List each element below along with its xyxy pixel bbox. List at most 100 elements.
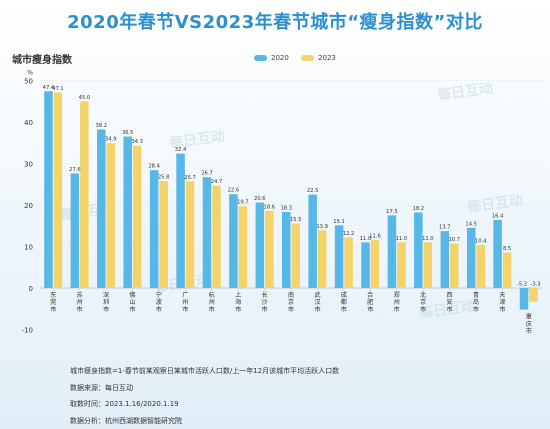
legend: 2020 2023 — [254, 54, 346, 63]
footnote-date: 取数时间：2023.1.16/2020.1.19 — [70, 400, 179, 408]
data-label: 11.0 — [360, 236, 372, 242]
y-unit-label: % — [27, 70, 33, 77]
data-label: 27.6 — [69, 167, 81, 173]
x-label-西安市: 西安市 — [446, 292, 452, 313]
bar-2020-天津市 — [493, 219, 502, 288]
bar-2020-西安市 — [440, 231, 450, 288]
bar-2023-杭州市 — [212, 185, 221, 288]
bar-2020-深圳市 — [97, 129, 106, 288]
data-label: 18.6 — [264, 204, 276, 210]
bar-2020-苏州市 — [70, 173, 80, 288]
x-label-成都市: 成都市 — [341, 291, 347, 313]
data-label: 22.5 — [307, 188, 319, 194]
x-label-北京市: 北京市 — [420, 291, 427, 313]
legend-item-2023: 2023 — [301, 54, 336, 62]
x-label-天津市: 天津市 — [499, 292, 505, 313]
bar-2020-重庆市 — [519, 288, 529, 310]
data-label: 19.7 — [237, 200, 249, 206]
bar-2023-重庆市 — [529, 288, 538, 302]
bar-2023-西安市 — [450, 243, 459, 288]
x-label-合肥市: 合肥市 — [367, 291, 373, 313]
data-label: 11.6 — [369, 233, 381, 239]
legend-item-2020: 2020 — [254, 54, 289, 62]
y-tick-label: 10 — [24, 244, 33, 252]
bar-2023-广州市 — [185, 181, 195, 288]
data-label: 22.6 — [228, 188, 240, 194]
bar-2020-上海市 — [229, 194, 238, 288]
y-tick-label: 50 — [24, 78, 33, 86]
bar-2023-深圳市 — [106, 143, 116, 288]
bar-2023-东莞市 — [53, 92, 63, 288]
legend-label-2023: 2023 — [318, 54, 336, 62]
data-label: 11.0 — [396, 236, 408, 242]
data-label: 25.8 — [158, 174, 170, 180]
data-label: -5.2 — [517, 282, 527, 288]
bar-2020-北京市 — [414, 212, 423, 288]
bar-2023-上海市 — [238, 206, 248, 288]
data-label: 34.3 — [131, 139, 143, 145]
bar-2020-武汉市 — [308, 194, 317, 288]
x-label-佛山市: 佛山市 — [129, 291, 135, 313]
data-label: 15.1 — [333, 219, 345, 225]
bar-2023-佛山市 — [132, 145, 142, 288]
x-label-广州市: 广州市 — [182, 291, 188, 313]
bar-2023-长沙市 — [265, 210, 274, 288]
data-label: 32.4 — [175, 147, 187, 153]
x-label-南京市: 南京市 — [288, 291, 294, 313]
data-label: 10.4 — [475, 238, 487, 244]
legend-swatch-2020 — [254, 55, 267, 61]
bar-2020-东莞市 — [44, 91, 53, 288]
footnotes: 城市瘦身指数=1-春节前某观察日某城市活跃人口数/上一年12月该城市平均活跃人口… — [70, 363, 339, 429]
data-label: 13.7 — [439, 225, 451, 231]
data-label: 20.6 — [254, 196, 266, 202]
legend-label-2020: 2020 — [271, 54, 289, 62]
bar-2020-郑州市 — [387, 215, 397, 288]
x-label-东莞市: 东莞市 — [50, 291, 56, 313]
data-label: 24.7 — [211, 179, 223, 185]
watermark: 每日互动 — [436, 79, 494, 104]
bar-2023-南京市 — [291, 223, 300, 288]
chart-title: 2020年春节VS2023年春节城市“瘦身指数”对比 — [67, 12, 483, 33]
data-label: 16.4 — [492, 213, 504, 219]
bar-2020-青岛市 — [466, 227, 476, 288]
bar-2023-合肥市 — [370, 239, 380, 288]
y-axis-title: 城市瘦身指数 — [12, 55, 72, 66]
y-tick-label: -10 — [22, 327, 33, 335]
data-label: 11.0 — [422, 236, 434, 242]
bar-2023-武汉市 — [317, 230, 327, 288]
data-label: 28.4 — [148, 164, 160, 170]
data-label: 26.7 — [201, 171, 213, 177]
bar-2023-成都市 — [344, 237, 353, 288]
y-tick-label: 30 — [24, 161, 33, 169]
data-label: 38.2 — [96, 123, 108, 129]
x-label-郑州市: 郑州市 — [394, 291, 400, 313]
data-label: 36.5 — [122, 130, 134, 136]
x-label-苏州市: 苏州市 — [77, 291, 83, 313]
x-label-青岛市: 青岛市 — [473, 291, 479, 313]
x-label-重庆市: 重庆市 — [526, 313, 532, 335]
bar-2020-成都市 — [334, 225, 344, 288]
bar-2020-南京市 — [282, 212, 291, 288]
data-label: 18.2 — [413, 206, 425, 212]
bar-2020-合肥市 — [361, 242, 370, 288]
data-label: 12.2 — [343, 231, 355, 237]
x-label-武汉市: 武汉市 — [314, 291, 320, 313]
y-tick-label: 40 — [24, 119, 33, 127]
footnote-definition: 城市瘦身指数=1-春节前某观察日某城市活跃人口数/上一年12月该城市平均活跃人口… — [70, 367, 340, 375]
data-label: 8.5 — [503, 246, 511, 252]
bar-2020-宁波市 — [149, 170, 159, 288]
x-label-宁波市: 宁波市 — [156, 291, 162, 313]
bar-2020-长沙市 — [255, 202, 265, 288]
bar-2023-郑州市 — [397, 242, 406, 288]
watermark: 每日互动 — [466, 191, 524, 216]
data-label: 47.4 — [43, 85, 55, 91]
x-label-上海市: 上海市 — [235, 291, 241, 313]
x-label-深圳市: 深圳市 — [103, 291, 109, 313]
bar-2020-佛山市 — [123, 136, 132, 288]
data-label: 47.1 — [52, 86, 64, 92]
bar-2020-广州市 — [176, 153, 185, 288]
x-label-长沙市: 长沙市 — [261, 291, 267, 313]
data-label: 34.9 — [105, 137, 117, 143]
data-label: 10.7 — [448, 237, 460, 243]
